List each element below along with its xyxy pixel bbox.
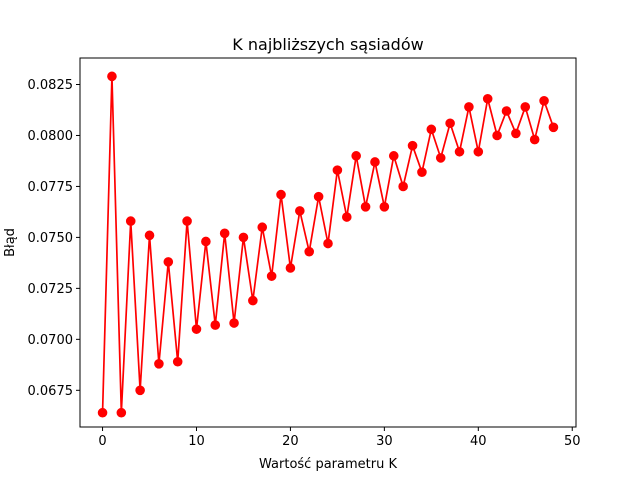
data-point <box>219 228 230 239</box>
data-point <box>285 263 296 273</box>
data-point <box>238 232 249 243</box>
y-tick-label: 0.0825 <box>28 78 74 93</box>
data-point <box>144 230 155 241</box>
y-tick-label: 0.0800 <box>28 129 74 144</box>
chart-title: K najbliższych sąsiadów <box>232 35 423 54</box>
data-point <box>473 146 484 157</box>
y-tick-label: 0.0700 <box>28 333 74 348</box>
data-point <box>445 118 455 129</box>
data-point <box>417 167 427 177</box>
data-point <box>360 202 371 212</box>
data-point <box>482 93 493 104</box>
data-point <box>351 151 361 161</box>
data-point <box>501 106 512 116</box>
data-point <box>426 124 437 135</box>
data-point <box>154 359 164 369</box>
y-tick-label: 0.0775 <box>28 180 74 195</box>
data-point <box>379 202 390 212</box>
data-point <box>370 157 380 167</box>
data-point <box>229 318 239 328</box>
data-point <box>97 407 108 418</box>
x-tick-label: 40 <box>470 434 487 449</box>
x-axis-title: Wartość parametru K <box>259 457 397 472</box>
y-tick-label: 0.0675 <box>28 384 74 399</box>
data-point <box>172 356 183 367</box>
data-point <box>276 189 286 200</box>
data-point <box>163 257 174 267</box>
data-point <box>539 96 549 106</box>
data-point <box>304 246 315 257</box>
y-tick-label: 0.0750 <box>28 231 74 246</box>
data-point <box>435 153 446 163</box>
data-point <box>511 128 521 139</box>
data-point <box>210 320 221 330</box>
y-axis-title: Błąd <box>3 228 18 257</box>
x-tick-label: 0 <box>98 434 106 449</box>
data-point <box>125 216 136 226</box>
data-point <box>257 222 268 233</box>
data-point <box>341 212 352 222</box>
plot-frame <box>79 57 577 428</box>
data-point <box>398 181 408 192</box>
x-tick-label: 50 <box>564 434 581 449</box>
data-point <box>248 295 258 306</box>
data-point <box>529 134 540 145</box>
data-point <box>182 216 192 226</box>
data-point <box>332 165 343 175</box>
data-point <box>407 140 418 151</box>
y-tick-label: 0.0725 <box>28 282 74 297</box>
data-point <box>454 146 465 157</box>
data-point <box>201 236 211 247</box>
data-point <box>520 102 531 112</box>
x-tick-label: 10 <box>188 434 205 449</box>
data-point <box>107 71 117 82</box>
data-point <box>464 102 474 112</box>
data-point <box>548 122 559 133</box>
data-point <box>191 324 202 334</box>
data-point <box>135 385 145 396</box>
x-tick-label: 30 <box>376 434 393 449</box>
data-point <box>116 407 127 418</box>
data-point <box>492 130 502 141</box>
data-point <box>295 206 305 216</box>
data-point <box>266 271 277 281</box>
x-tick-label: 20 <box>282 434 299 449</box>
data-point <box>313 191 324 202</box>
data-point <box>323 238 333 249</box>
data-point <box>388 151 399 161</box>
